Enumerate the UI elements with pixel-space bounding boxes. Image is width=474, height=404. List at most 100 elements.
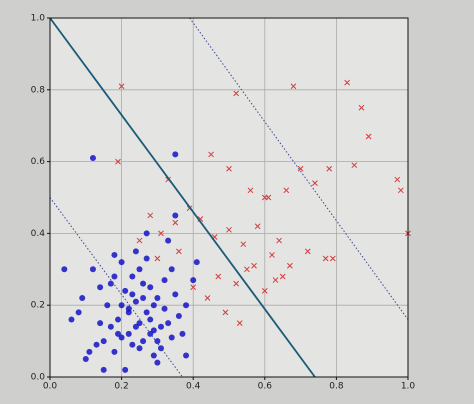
- point: [179, 330, 186, 337]
- x-marker: [279, 273, 286, 280]
- point: [143, 255, 150, 262]
- x-marker: [326, 165, 333, 172]
- point: [107, 323, 114, 330]
- point: [61, 266, 68, 273]
- x-marker: [172, 219, 179, 226]
- point: [125, 305, 132, 312]
- x-marker: [233, 90, 240, 97]
- point: [122, 287, 129, 294]
- x-marker: [236, 320, 243, 327]
- axes-frame: [49, 17, 409, 378]
- point: [140, 280, 147, 287]
- point: [132, 248, 139, 255]
- x-marker: [190, 284, 197, 291]
- x-marker: [344, 79, 350, 86]
- point: [97, 284, 104, 291]
- x-marker: [269, 252, 275, 258]
- x-marker: [322, 255, 329, 262]
- x-marker: [208, 151, 214, 158]
- point: [68, 316, 75, 323]
- point: [154, 359, 161, 366]
- point: [86, 348, 93, 355]
- point: [154, 338, 161, 345]
- x-marker: [312, 180, 318, 186]
- point: [111, 251, 118, 258]
- x-marker: [283, 187, 290, 194]
- x-marker: [265, 194, 272, 201]
- point: [193, 259, 200, 266]
- point: [132, 298, 139, 305]
- x-marker: [226, 165, 232, 172]
- point: [147, 284, 154, 291]
- point: [150, 327, 157, 334]
- point: [75, 309, 82, 316]
- x-marker: [254, 223, 261, 230]
- point: [104, 302, 111, 309]
- point: [132, 323, 139, 330]
- point: [118, 302, 125, 309]
- point: [122, 366, 129, 373]
- point: [157, 323, 164, 330]
- decision-line: [49, 197, 183, 378]
- x-tick-label: 0.2: [114, 382, 128, 392]
- point: [107, 280, 114, 287]
- point: [172, 151, 179, 158]
- point: [136, 266, 143, 273]
- point: [129, 291, 136, 298]
- x-tick-label: 0.6: [258, 382, 273, 392]
- point: [161, 305, 168, 312]
- point: [97, 320, 104, 327]
- point: [147, 316, 154, 323]
- point: [175, 312, 182, 319]
- point: [79, 295, 86, 302]
- point: [129, 341, 136, 348]
- x-tick-label: 0.8: [329, 382, 344, 392]
- x-tick-label: 1.0: [401, 382, 416, 392]
- point: [183, 302, 190, 309]
- x-marker: [251, 262, 257, 269]
- point: [118, 334, 125, 341]
- point: [172, 212, 179, 219]
- point: [140, 295, 147, 302]
- point: [172, 291, 179, 298]
- point: [136, 345, 143, 352]
- point: [89, 155, 96, 162]
- point: [165, 237, 172, 244]
- x-marker: [154, 255, 161, 262]
- point: [100, 338, 107, 345]
- y-tick-label: 1.0: [31, 14, 46, 24]
- point: [143, 309, 150, 316]
- x-marker: [118, 83, 125, 90]
- point: [150, 352, 157, 359]
- x-marker: [287, 262, 293, 269]
- point: [82, 356, 89, 363]
- x-marker: [397, 187, 404, 194]
- point: [93, 341, 100, 348]
- x-marker: [147, 212, 154, 219]
- point: [100, 366, 107, 373]
- decision-line: [49, 17, 316, 378]
- y-tick-label: 0.4: [31, 229, 46, 239]
- x-tick-label: 0.4: [186, 382, 201, 392]
- x-marker: [204, 295, 211, 301]
- point: [125, 330, 132, 337]
- point: [168, 334, 175, 341]
- point: [183, 352, 190, 359]
- point: [115, 316, 122, 323]
- point: [129, 273, 136, 280]
- y-tick-label: 0.6: [31, 157, 46, 167]
- x-marker: [272, 277, 279, 283]
- x-marker: [240, 241, 247, 248]
- point: [150, 302, 157, 309]
- x-marker: [351, 162, 358, 169]
- x-marker: [136, 237, 143, 244]
- x-marker: [247, 187, 254, 194]
- point: [118, 259, 125, 266]
- point: [111, 348, 118, 355]
- x-marker: [304, 248, 311, 255]
- decision-line: [189, 17, 409, 320]
- point: [161, 277, 168, 284]
- x-marker: [297, 165, 304, 172]
- x-marker: [276, 237, 282, 244]
